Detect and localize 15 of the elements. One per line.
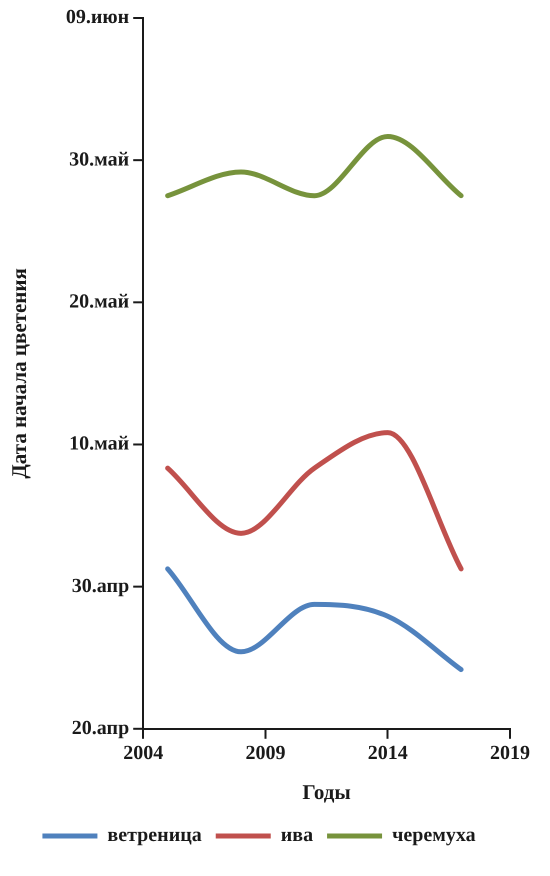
text: 10.май: [69, 432, 130, 455]
text: 30.май: [69, 148, 130, 170]
legend-label: черемуха: [392, 824, 476, 846]
legend-label: ветреница: [107, 824, 202, 846]
legend-label: ива: [280, 824, 314, 846]
text: 09.июн: [66, 6, 130, 28]
text: 20.май: [69, 290, 130, 312]
x-axis-title: Годы: [302, 780, 351, 804]
text: 30.апр: [72, 574, 130, 597]
y-axis-title: Дата начала цветения: [7, 268, 32, 479]
x-tick-label: 2009: [245, 742, 286, 764]
x-tick-label: 2019: [490, 742, 530, 764]
x-tick-label: 2004: [123, 742, 164, 764]
x-tick-label: 2014: [368, 742, 408, 764]
text: 20.апр: [72, 716, 130, 739]
